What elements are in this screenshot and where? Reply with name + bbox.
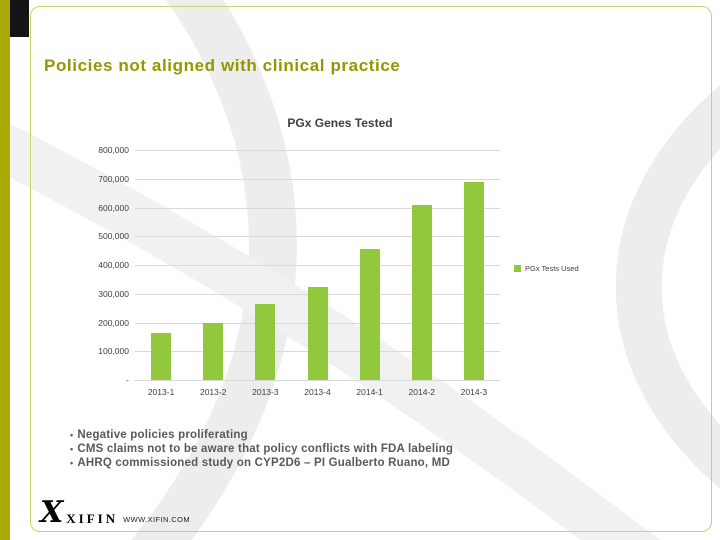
bar-2013-1 (151, 332, 172, 380)
bullet-icon: • (70, 430, 74, 440)
y-tick-label: 200,000 (98, 317, 129, 328)
y-tick-label: - (126, 375, 129, 385)
slide-title: Policies not aligned with clinical pract… (44, 56, 401, 75)
bar-2014-3 (463, 181, 484, 380)
bullet-icon: • (70, 458, 74, 468)
chart-legend: PGx Tests Used (514, 264, 579, 273)
xifin-logo-icon: X (40, 495, 64, 530)
legend-marker-icon (514, 265, 521, 272)
x-tick-label: 2013-3 (252, 387, 279, 397)
gridline (135, 236, 500, 238)
y-tick-label: 300,000 (98, 288, 129, 299)
y-tick-label: 700,000 (98, 173, 129, 184)
x-tick-label: 2013-2 (199, 387, 227, 397)
bullet-text: Negative policies proliferating (77, 429, 248, 441)
bullet-text: AHRQ commissioned study on CYP2D6 – PI G… (77, 457, 450, 469)
gridline (135, 265, 500, 266)
x-tick-label: 2014-1 (356, 387, 383, 397)
chart-title: PGx Genes Tested (287, 116, 393, 130)
x-tick-label: 2014-3 (460, 387, 488, 397)
y-tick-label: 500,000 (98, 231, 129, 242)
gridline (135, 207, 500, 209)
bar-chart: PGx Genes Tested - 100,000 200,000 300,000 4… (90, 112, 690, 412)
footer-logo: X XIFIN WWW.XIFIN.COM (40, 495, 190, 530)
bar-2014-2 (411, 204, 432, 380)
y-tick-label: 100,000 (98, 346, 129, 357)
chart-plot-area: - 100,000 200,000 300,000 400,000 500,000 600,… (98, 145, 500, 397)
legend-label: PGx Tests Used (525, 264, 579, 273)
bar-2013-2 (203, 322, 224, 380)
gridline (135, 380, 500, 381)
bullet-item: • AHRQ commissioned study on CYP2D6 – PI… (70, 456, 670, 470)
bullet-text: CMS claims not to be aware that policy c… (77, 443, 454, 455)
x-tick-label: 2013-4 (304, 387, 331, 397)
y-tick-label: 400,000 (98, 260, 129, 270)
left-accent-strip (0, 0, 10, 540)
y-tick-label: 600,000 (98, 202, 129, 213)
bar-2013-4 (307, 286, 328, 380)
website-url: WWW.XIFIN.COM (123, 515, 190, 524)
top-left-corner-block (10, 0, 29, 37)
bar-2013-3 (255, 303, 276, 380)
y-tick-label: 800,000 (98, 145, 129, 155)
bar-2014-1 (359, 249, 380, 380)
logo-text: XIFIN (66, 511, 119, 526)
gridline (135, 178, 500, 180)
bullet-item: • Negative policies proliferating (70, 428, 670, 442)
bullet-item: • CMS claims not to be aware that policy… (70, 442, 670, 456)
gridline (135, 150, 500, 151)
x-tick-label: 2014-2 (408, 387, 435, 397)
x-tick-label: 2013-1 (147, 387, 175, 397)
bullet-icon: • (70, 444, 74, 454)
bullet-list: • Negative policies proliferating • CMS … (70, 428, 670, 470)
